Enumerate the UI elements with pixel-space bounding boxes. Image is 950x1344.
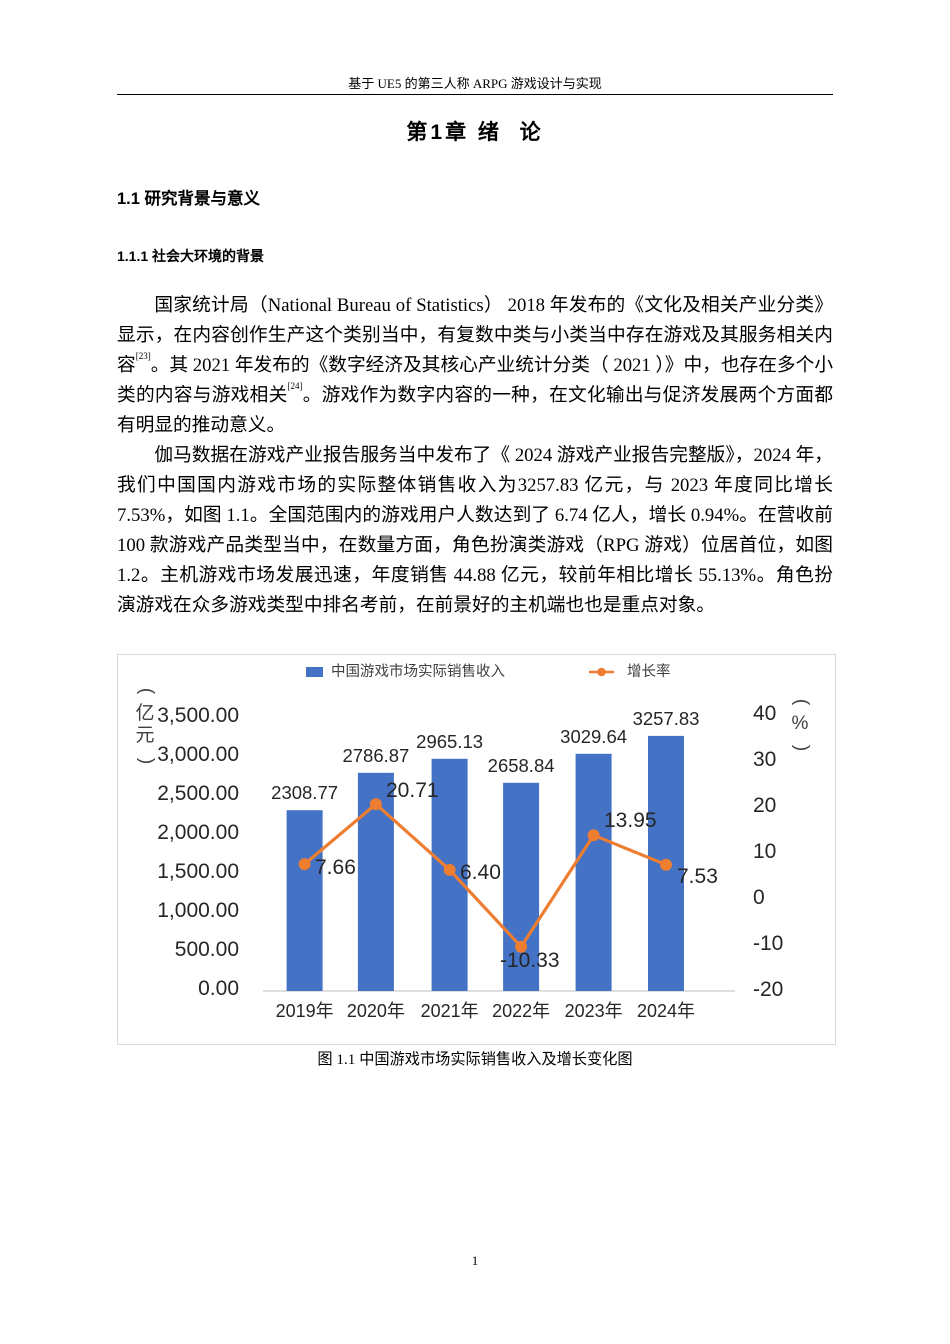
svg-text:-10: -10: [753, 932, 783, 955]
svg-text:1,000.00: 1,000.00: [157, 899, 239, 922]
svg-text:40: 40: [753, 702, 776, 725]
svg-text:-20: -20: [753, 978, 783, 1001]
svg-text:2024年: 2024年: [637, 1001, 695, 1021]
svg-text:2021年: 2021年: [421, 1001, 479, 1021]
svg-text:2023年: 2023年: [565, 1001, 623, 1021]
svg-text:增长率: 增长率: [627, 663, 671, 680]
svg-text:7.66: 7.66: [315, 856, 356, 879]
svg-text:中国游戏市场实际销售收入: 中国游戏市场实际销售收入: [331, 663, 505, 680]
svg-text:2019年: 2019年: [276, 1001, 334, 1021]
svg-text:3,500.00: 3,500.00: [157, 704, 239, 727]
svg-text:): ): [791, 745, 812, 751]
svg-text:7.53: 7.53: [677, 865, 718, 888]
svg-text:500.00: 500.00: [175, 938, 239, 961]
svg-text:元: 元: [135, 725, 154, 746]
svg-text:20.71: 20.71: [386, 779, 439, 802]
svg-text:0: 0: [753, 886, 765, 909]
svg-text:(: (: [791, 699, 812, 706]
svg-text:30: 30: [753, 748, 776, 771]
svg-text:亿: 亿: [135, 702, 154, 724]
svg-text:6.40: 6.40: [460, 861, 501, 884]
svg-text:): ): [136, 758, 157, 764]
svg-text:2022年: 2022年: [492, 1001, 550, 1021]
svg-text:3,000.00: 3,000.00: [157, 743, 239, 766]
svg-text:0.00: 0.00: [198, 977, 239, 1000]
svg-text:2786.87: 2786.87: [342, 745, 409, 766]
svg-text:2308.77: 2308.77: [271, 782, 338, 803]
svg-text:13.95: 13.95: [604, 809, 657, 832]
svg-text:3029.64: 3029.64: [560, 726, 627, 747]
svg-text:2965.13: 2965.13: [416, 731, 483, 752]
svg-text:%: %: [792, 713, 809, 734]
svg-text:10: 10: [753, 840, 776, 863]
svg-text:20: 20: [753, 794, 776, 817]
svg-text:3257.83: 3257.83: [633, 708, 700, 729]
svg-text:-10.33: -10.33: [500, 949, 560, 972]
svg-text:2020年: 2020年: [347, 1001, 405, 1021]
svg-text:2,000.00: 2,000.00: [157, 821, 239, 844]
svg-text:1,500.00: 1,500.00: [157, 860, 239, 883]
svg-text:2658.84: 2658.84: [488, 755, 555, 776]
svg-text:(: (: [136, 688, 157, 695]
svg-text:2,500.00: 2,500.00: [157, 782, 239, 805]
